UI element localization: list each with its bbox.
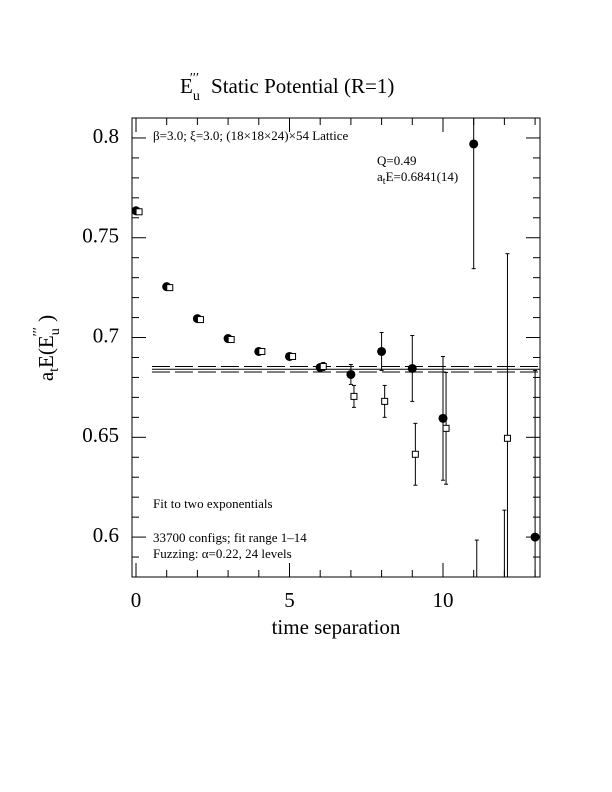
point xyxy=(196,316,204,324)
point xyxy=(346,369,356,379)
x-axis-label: time separation xyxy=(272,615,401,639)
annotation: Fuzzing: α=0.22, 24 levels xyxy=(153,546,292,561)
plot-frame xyxy=(131,117,541,578)
point xyxy=(503,434,511,442)
point xyxy=(227,336,235,344)
point xyxy=(474,594,480,600)
y-tick-label: 0.65 xyxy=(82,423,119,447)
energy-rest: E=0.6841(14) xyxy=(386,169,459,184)
title-main: E xyxy=(180,74,193,98)
y-tick-label: 0.6 xyxy=(93,523,119,547)
annotation: 33700 configs; fit range 1–14 xyxy=(153,530,307,545)
plot-area xyxy=(132,118,540,601)
ylabel-mid: E(E xyxy=(34,335,58,368)
title-sup: ′′′ xyxy=(190,71,199,86)
point xyxy=(442,424,450,432)
ylabel-sup: ′′′ xyxy=(31,327,46,336)
annotation: Q=0.49 xyxy=(377,153,416,168)
point xyxy=(289,352,297,360)
title-sub: u xyxy=(193,89,200,104)
ylabel-end: ) xyxy=(34,315,58,327)
point xyxy=(350,392,358,400)
title-rest: Static Potential (R=1) xyxy=(211,74,394,98)
point xyxy=(469,139,479,149)
ylabel-sub: u xyxy=(48,328,63,335)
energy-a: a xyxy=(377,169,383,184)
y-tick-label: 0.75 xyxy=(82,224,119,248)
y-tick-label: 0.8 xyxy=(93,124,119,148)
annotation: Fit to two exponentials xyxy=(153,496,273,511)
x-tick-label: 10 xyxy=(432,588,453,612)
ylabel-a: a xyxy=(34,371,58,381)
chart-title: Eu ′′′ Static Potential (R=1) xyxy=(180,71,394,104)
x-tick-label: 0 xyxy=(131,588,142,612)
point xyxy=(377,346,387,356)
point xyxy=(500,592,509,601)
point xyxy=(135,208,143,216)
point xyxy=(319,362,327,370)
point xyxy=(438,413,448,423)
y-axis-label: atE(Eu′′′ ) xyxy=(31,315,63,381)
annotation: β=3.0; ξ=3.0; (18×18×24)×54 Lattice xyxy=(153,128,349,143)
point xyxy=(166,284,174,292)
point xyxy=(530,532,540,542)
point xyxy=(258,347,266,355)
energy-sub: t xyxy=(383,176,386,187)
y-tick-label: 0.7 xyxy=(93,323,119,347)
point xyxy=(411,450,419,458)
point xyxy=(407,363,417,373)
x-tick-label: 5 xyxy=(284,588,295,612)
ylabel-asub: t xyxy=(47,368,62,372)
point xyxy=(381,397,389,405)
annotation: atE=0.6841(14) xyxy=(377,169,458,187)
